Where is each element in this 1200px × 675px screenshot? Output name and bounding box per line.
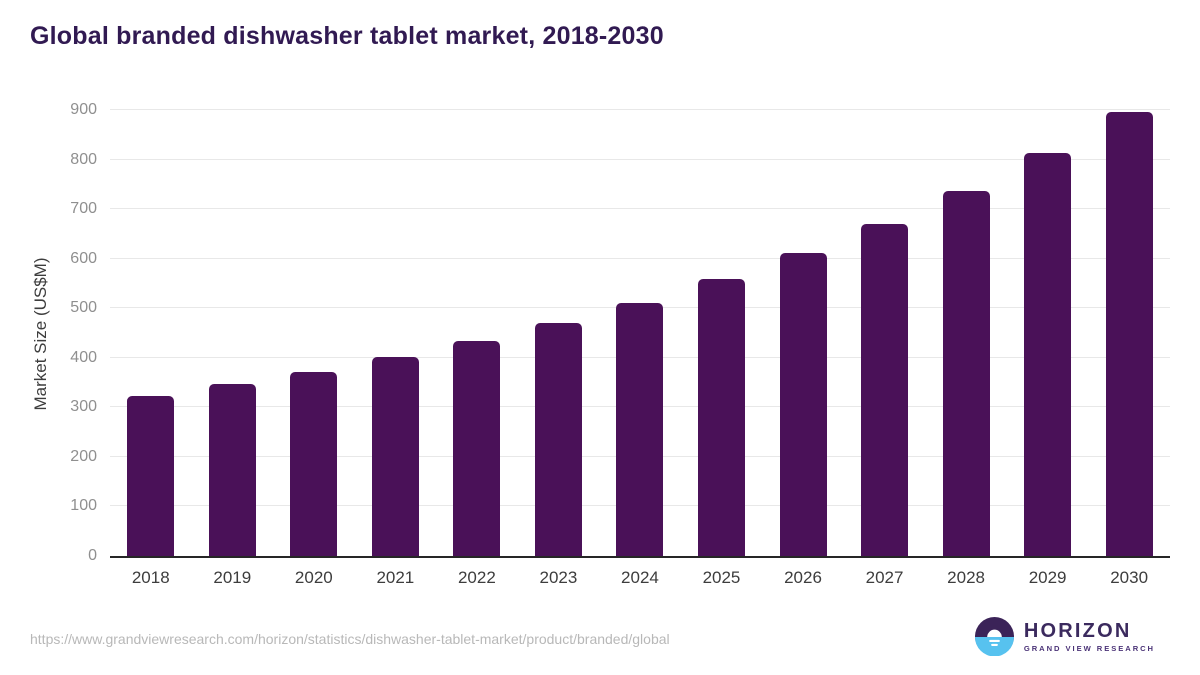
bar-slot-2030 bbox=[1088, 110, 1170, 556]
bar-slot-2022 bbox=[436, 110, 518, 556]
gridline-600 bbox=[110, 257, 1170, 259]
bar-2029 bbox=[1024, 153, 1072, 556]
bar-slot-2023 bbox=[518, 110, 600, 556]
source-url: https://www.grandviewresearch.com/horizo… bbox=[30, 631, 670, 647]
bar-2028 bbox=[942, 191, 990, 556]
y-axis-title: Market Size (US$M) bbox=[31, 257, 50, 411]
x-tick-label-2020: 2020 bbox=[294, 568, 333, 587]
bar-2018 bbox=[127, 395, 175, 556]
x-tick-label-2024: 2024 bbox=[621, 568, 659, 587]
y-tick-label-200: 200 bbox=[70, 447, 97, 465]
bar-2022 bbox=[453, 341, 501, 556]
y-tick-label-600: 600 bbox=[70, 249, 97, 267]
gridline-800 bbox=[110, 158, 1170, 160]
x-tick-label-2022: 2022 bbox=[457, 568, 496, 587]
y-tick-label-900: 900 bbox=[70, 101, 97, 118]
bar-2027 bbox=[861, 223, 909, 556]
bar-slot-2025 bbox=[681, 110, 763, 556]
gridline-900 bbox=[110, 109, 1170, 110]
bar-slot-2027 bbox=[844, 110, 926, 556]
y-tick-label-400: 400 bbox=[70, 348, 97, 366]
horizon-logo: HORIZON GRAND VIEW RESEARCH bbox=[974, 617, 1155, 656]
bar-2030 bbox=[1105, 111, 1153, 556]
bar-2024 bbox=[616, 302, 664, 556]
logo-text: HORIZON GRAND VIEW RESEARCH bbox=[1023, 619, 1155, 653]
x-tick-label-2027: 2027 bbox=[865, 568, 904, 587]
y-tick-label-500: 500 bbox=[70, 299, 97, 317]
logo-subtitle: GRAND VIEW RESEARCH bbox=[1023, 643, 1155, 653]
y-tick-label-800: 800 bbox=[70, 150, 97, 168]
x-axis-labels: 2018 2019 2020 2021 2022 2023 2024 2025 2026 2027… bbox=[110, 568, 1170, 588]
y-tick-label-300: 300 bbox=[70, 398, 97, 416]
bar-slot-2019 bbox=[192, 110, 274, 556]
bars bbox=[110, 110, 1170, 556]
chart-title: Global branded dishwasher tablet market,… bbox=[30, 22, 664, 50]
y-tick-label-0: 0 bbox=[88, 547, 97, 564]
bar-slot-2021 bbox=[355, 110, 437, 556]
x-tick-label-2023: 2023 bbox=[539, 568, 578, 587]
bar-slot-2018 bbox=[110, 110, 192, 556]
x-tick-label-2021: 2021 bbox=[376, 568, 415, 587]
y-tick-label-100: 100 bbox=[70, 497, 97, 515]
logo-name: HORIZON bbox=[1023, 619, 1132, 642]
x-tick-label-2030: 2030 bbox=[1110, 568, 1149, 587]
bar-2019 bbox=[208, 384, 256, 556]
y-tick-label-700: 700 bbox=[70, 200, 97, 218]
x-tick-label-2025: 2025 bbox=[702, 568, 741, 587]
bar-slot-2024 bbox=[599, 110, 681, 556]
bar-slot-2029 bbox=[1007, 110, 1089, 556]
x-tick-label-2028: 2028 bbox=[947, 568, 985, 587]
bar-2025 bbox=[697, 278, 745, 556]
bar-slot-2028 bbox=[925, 110, 1007, 556]
x-tick-label-2029: 2029 bbox=[1028, 568, 1067, 587]
bar-slot-2020 bbox=[273, 110, 355, 556]
bar-2026 bbox=[779, 252, 827, 556]
gridline-700 bbox=[110, 208, 1170, 210]
x-tick-label-2018: 2018 bbox=[131, 568, 170, 587]
bar-slot-2026 bbox=[762, 110, 844, 556]
bar-2023 bbox=[534, 323, 582, 556]
bar-2020 bbox=[290, 371, 338, 556]
x-tick-label-2026: 2026 bbox=[784, 568, 822, 587]
horizon-sun-icon bbox=[974, 617, 1014, 656]
x-tick-label-2019: 2019 bbox=[213, 568, 252, 587]
bar-2021 bbox=[371, 357, 419, 556]
plot-area: 0 100 200 300 400 500 600 700 800 900 bbox=[70, 102, 1170, 564]
